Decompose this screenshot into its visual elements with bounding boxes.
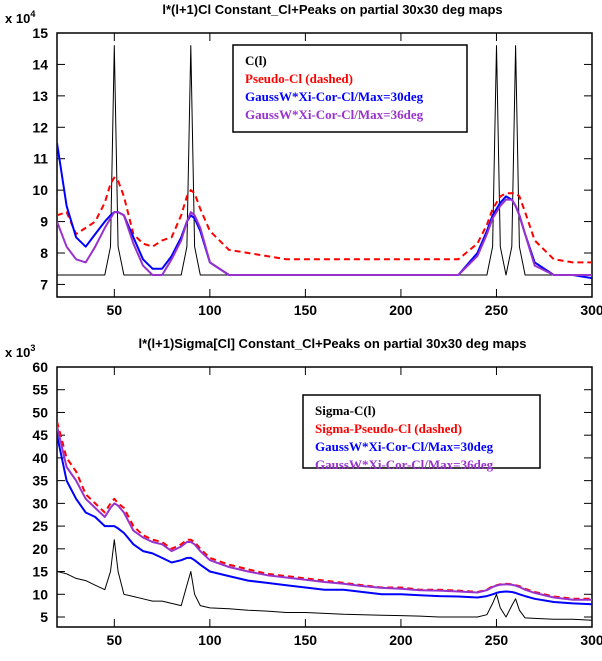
data-line bbox=[57, 539, 592, 621]
y-scale-base: x 10 bbox=[5, 345, 30, 360]
x-tick-label: 250 bbox=[485, 302, 509, 318]
x-tick-label: 200 bbox=[389, 632, 413, 648]
data-line bbox=[57, 198, 592, 276]
y-tick-label: 12 bbox=[32, 119, 48, 135]
y-scale-exponent: 4 bbox=[30, 9, 35, 19]
y-scale-label: x 104 bbox=[5, 9, 35, 26]
plot-frame bbox=[56, 366, 593, 628]
legend-box bbox=[302, 394, 541, 469]
x-tick-label: 150 bbox=[294, 302, 318, 318]
y-tick-label: 10 bbox=[32, 182, 48, 198]
data-line bbox=[57, 425, 592, 601]
data-line bbox=[57, 434, 592, 606]
x-tick-label: 100 bbox=[198, 632, 222, 648]
plot-area bbox=[57, 421, 592, 621]
x-tick-label: 300 bbox=[580, 302, 602, 318]
y-tick-label: 11 bbox=[33, 151, 48, 167]
y-tick-label: 30 bbox=[32, 495, 48, 511]
y-tick-label: 14 bbox=[32, 56, 48, 72]
y-tick-label: 60 bbox=[32, 359, 48, 375]
y-tick-label: 5 bbox=[40, 609, 48, 625]
y-tick-label: 55 bbox=[32, 382, 48, 398]
y-tick-label: 50 bbox=[32, 404, 48, 420]
y-tick-label: 13 bbox=[32, 88, 48, 104]
data-line bbox=[57, 176, 592, 264]
legend-box bbox=[232, 44, 468, 133]
x-tick-label: 300 bbox=[580, 632, 602, 648]
y-tick-label: 9 bbox=[40, 214, 48, 230]
chart-title: l*(l+1)Cl Constant_Cl+Peaks on partial 3… bbox=[162, 2, 502, 17]
y-tick-label: 20 bbox=[32, 541, 48, 557]
legend-entry: GaussW*Xi-Cor-Cl/Max=36deg bbox=[315, 457, 494, 472]
plot-frame bbox=[56, 32, 593, 298]
y-tick-label: 8 bbox=[40, 245, 48, 261]
x-tick-label: 200 bbox=[389, 302, 413, 318]
legend-entry: GaussW*Xi-Cor-Cl/Max=30deg bbox=[245, 89, 424, 104]
data-line bbox=[57, 142, 592, 280]
y-tick-label: 25 bbox=[32, 518, 48, 534]
legend-entry: Sigma-Pseudo-Cl (dashed) bbox=[315, 421, 462, 436]
legend-entry: Pseudo-Cl (dashed) bbox=[245, 71, 353, 86]
x-tick-label: 50 bbox=[107, 632, 123, 648]
y-tick-label: 15 bbox=[32, 564, 48, 580]
y-scale-base: x 10 bbox=[5, 11, 30, 26]
x-tick-label: 150 bbox=[294, 632, 318, 648]
plot-area bbox=[57, 45, 592, 280]
x-tick-label: 50 bbox=[107, 302, 123, 318]
y-tick-label: 35 bbox=[32, 473, 48, 489]
legend-entry: C(l) bbox=[245, 53, 267, 68]
x-tick-label: 100 bbox=[198, 302, 222, 318]
legend-entry: GaussW*Xi-Cor-Cl/Max=30deg bbox=[315, 439, 494, 454]
y-tick-label: 45 bbox=[32, 427, 48, 443]
legend-entry: Sigma-C(l) bbox=[315, 403, 376, 418]
y-tick-label: 40 bbox=[32, 450, 48, 466]
chart-title: l*(l+1)Sigma[Cl] Constant_Cl+Peaks on pa… bbox=[139, 336, 527, 351]
y-tick-label: 7 bbox=[40, 276, 48, 292]
y-scale-label: x 103 bbox=[5, 343, 35, 360]
x-tick-label: 250 bbox=[485, 632, 509, 648]
legend-entry: GaussW*Xi-Cor-Cl/Max=36deg bbox=[245, 107, 424, 122]
y-scale-exponent: 3 bbox=[30, 343, 35, 353]
y-tick-label: 15 bbox=[32, 25, 48, 41]
y-tick-label: 10 bbox=[32, 586, 48, 602]
